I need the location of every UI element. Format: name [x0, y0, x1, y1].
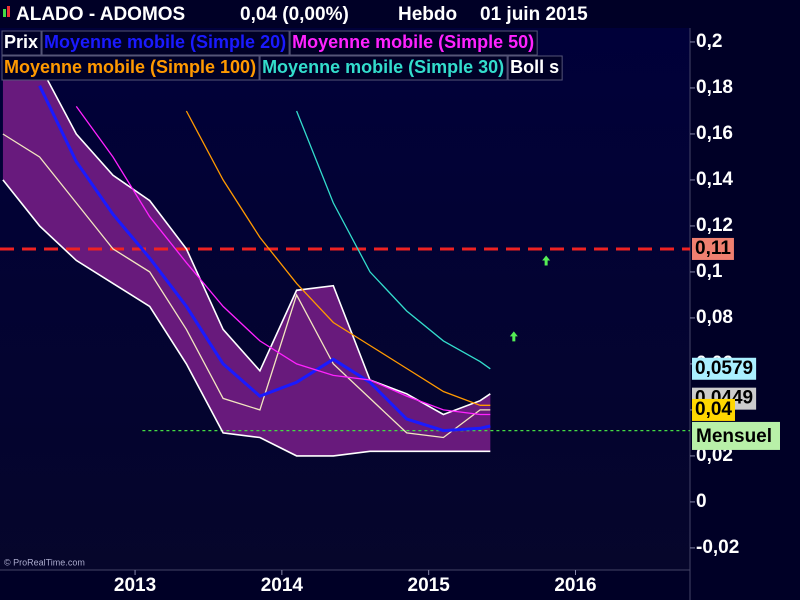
y-axis-panel: [690, 28, 800, 600]
x-tick-label: 2016: [554, 575, 596, 596]
legend-entry: Moyenne mobile (Simple 30): [262, 57, 504, 77]
y-tick-label: 0: [696, 491, 707, 512]
y-tick-label: 0,18: [696, 77, 733, 98]
legend-entry: Prix: [4, 32, 38, 52]
bollinger-lower: [2, 179, 491, 457]
legend-box: [1, 55, 260, 81]
legend-box: [41, 30, 290, 56]
legend-entry: Moyenne mobile (Simple 20): [44, 32, 286, 52]
y-tick-label: 0,02: [696, 445, 733, 466]
price-label: 0,04: [695, 399, 732, 420]
series-line: [75, 106, 491, 416]
icon: [3, 9, 6, 17]
title: ALADO - ADOMOS: [16, 4, 185, 25]
legend-entry: Moyenne mobile (Simple 100): [4, 57, 256, 77]
series-line: [2, 133, 491, 439]
overlay: ALADO - ADOMOS 0,04 (0,00%) Hebdo 01 jui…: [0, 0, 800, 568]
plot: [0, 64, 690, 457]
period: Hebdo: [398, 4, 457, 25]
icon: [7, 6, 10, 17]
price-label: 0,0579: [695, 358, 753, 379]
price-label-box: [692, 357, 757, 380]
signal-arrow: [509, 331, 518, 342]
bollinger-upper: [2, 64, 491, 416]
legend-box: [289, 30, 538, 56]
x-tick-label: 2015: [408, 575, 451, 596]
x-tick-label: 2013: [114, 575, 156, 596]
watermark: © ProRealTime.com: [4, 557, 85, 567]
price-label-box: [692, 237, 734, 260]
legend-box: [259, 55, 508, 81]
quote: 0,04 (0,00%): [240, 4, 349, 25]
y-tick-label: 0,14: [696, 169, 733, 190]
y-tick-label: -0,02: [696, 537, 739, 558]
period-label: Mensuel: [696, 426, 772, 447]
series-line: [38, 85, 491, 433]
price-label-box: [692, 398, 735, 421]
y-tick-label: 0,16: [696, 123, 733, 144]
date: 01 juin 2015: [480, 4, 588, 25]
series-line: [185, 110, 491, 406]
series-line: [295, 110, 491, 370]
header-bar: [0, 0, 800, 28]
x-tick-label: 2014: [261, 575, 304, 596]
legend-entry: Boll s: [510, 57, 559, 77]
legend-box: [1, 30, 42, 56]
y-tick-label: 0,1: [696, 261, 723, 282]
legend-box: [507, 55, 563, 81]
signal-arrow: [542, 255, 551, 266]
period-box: [692, 421, 780, 450]
price-label: 0,11: [695, 238, 731, 259]
legend-entry: Moyenne mobile (Simple 50): [292, 32, 534, 52]
bollinger-fill: [2, 64, 491, 456]
y-tick-label: 0,08: [696, 307, 733, 328]
y-tick-label: 0,12: [696, 215, 733, 236]
y-tick-label: 0,2: [696, 31, 722, 52]
